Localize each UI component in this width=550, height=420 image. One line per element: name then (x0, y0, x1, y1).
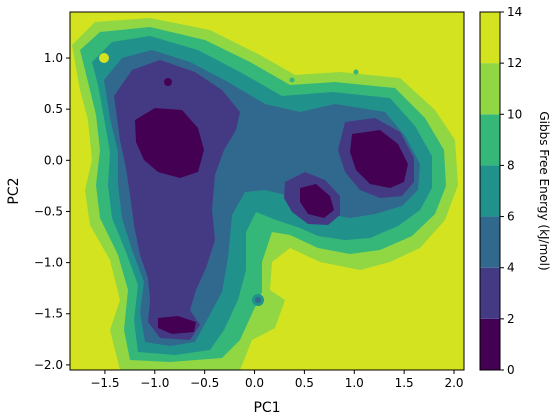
colorbar-band (480, 267, 500, 319)
x-tick-label: −0.5 (190, 376, 219, 390)
y-tick-label: −2.0 (34, 358, 63, 372)
contour-band-0-2-lower (158, 316, 196, 334)
colorbar-band (480, 216, 500, 268)
x-tick-label: 1.0 (345, 376, 364, 390)
y-axis: 1.0 0.5 0.0 −0.5 −1.0 −1.5 −2.0 (34, 51, 70, 372)
x-tick-label: −1.0 (140, 376, 169, 390)
contour-band-0-2-middle (300, 184, 334, 218)
colorbar-tick-label: 8 (507, 158, 515, 172)
contour-island (289, 77, 295, 83)
contour-fill-layers (72, 18, 458, 370)
colorbar-band (480, 63, 500, 115)
y-tick-label: 0.0 (44, 153, 63, 167)
y-tick-label: −0.5 (34, 204, 63, 218)
colorbar-title: Gibbs Free Energy (kJ/mol) (537, 111, 550, 270)
colorbar-band (480, 114, 500, 166)
y-tick-label: 0.5 (44, 102, 63, 116)
colorbar-tick-label: 2 (507, 312, 515, 326)
contour-island (99, 53, 109, 63)
contour-island (255, 297, 261, 303)
x-axis-title: PC1 (253, 400, 280, 416)
x-tick-label: 1.5 (395, 376, 414, 390)
contour-band-0-2-left (135, 108, 204, 178)
colorbar: 0 2 4 6 8 10 12 14 (479, 5, 522, 377)
contour-band-0-2-right (350, 130, 408, 188)
colorbar-tick-label: 12 (507, 56, 522, 70)
plot-frame (69, 11, 465, 371)
colorbar-tick-label: 6 (507, 210, 515, 224)
x-tick-label: 2.0 (444, 376, 463, 390)
colorbar-band (480, 12, 500, 64)
colorbar-band (480, 165, 500, 217)
y-tick-label: 1.0 (44, 51, 63, 65)
colorbar-band (480, 318, 500, 370)
y-tick-label: −1.0 (34, 256, 63, 270)
x-axis: −1.5 −1.0 −0.5 0.0 0.5 1.0 1.5 2.0 (90, 370, 464, 390)
y-tick-label: −1.5 (34, 307, 63, 321)
colorbar-tick-label: 4 (507, 261, 515, 275)
colorbar-frame (479, 11, 501, 371)
x-tick-label: 0.0 (245, 376, 264, 390)
contour-island (353, 69, 359, 75)
contour-island (164, 78, 172, 86)
colorbar-tick-label: 10 (507, 107, 522, 121)
colorbar-tick-label: 14 (507, 5, 522, 19)
colorbar-tick-label: 0 (507, 363, 515, 377)
x-tick-label: −1.5 (90, 376, 119, 390)
x-tick-label: 0.5 (295, 376, 314, 390)
y-axis-title: PC2 (6, 177, 22, 204)
